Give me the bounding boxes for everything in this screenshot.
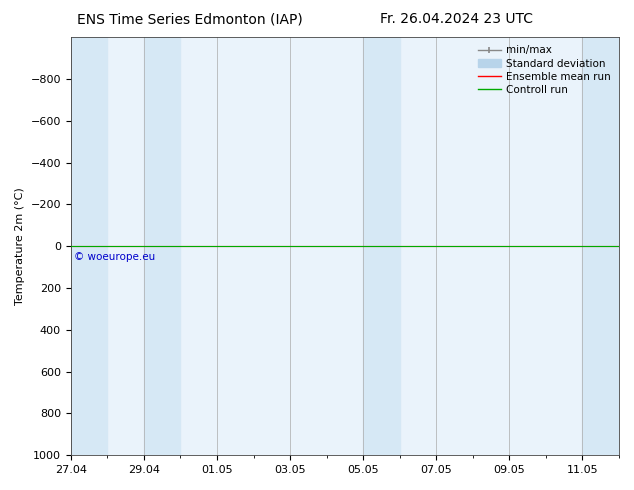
Y-axis label: Temperature 2m (°C): Temperature 2m (°C) bbox=[15, 187, 25, 305]
Text: Fr. 26.04.2024 23 UTC: Fr. 26.04.2024 23 UTC bbox=[380, 12, 533, 26]
Bar bbox=[144, 37, 181, 455]
Bar bbox=[363, 37, 399, 455]
Bar bbox=[71, 37, 107, 455]
Text: © woeurope.eu: © woeurope.eu bbox=[74, 252, 156, 263]
Bar bbox=[583, 37, 619, 455]
Text: ENS Time Series Edmonton (IAP): ENS Time Series Edmonton (IAP) bbox=[77, 12, 303, 26]
Legend: min/max, Standard deviation, Ensemble mean run, Controll run: min/max, Standard deviation, Ensemble me… bbox=[475, 42, 614, 98]
